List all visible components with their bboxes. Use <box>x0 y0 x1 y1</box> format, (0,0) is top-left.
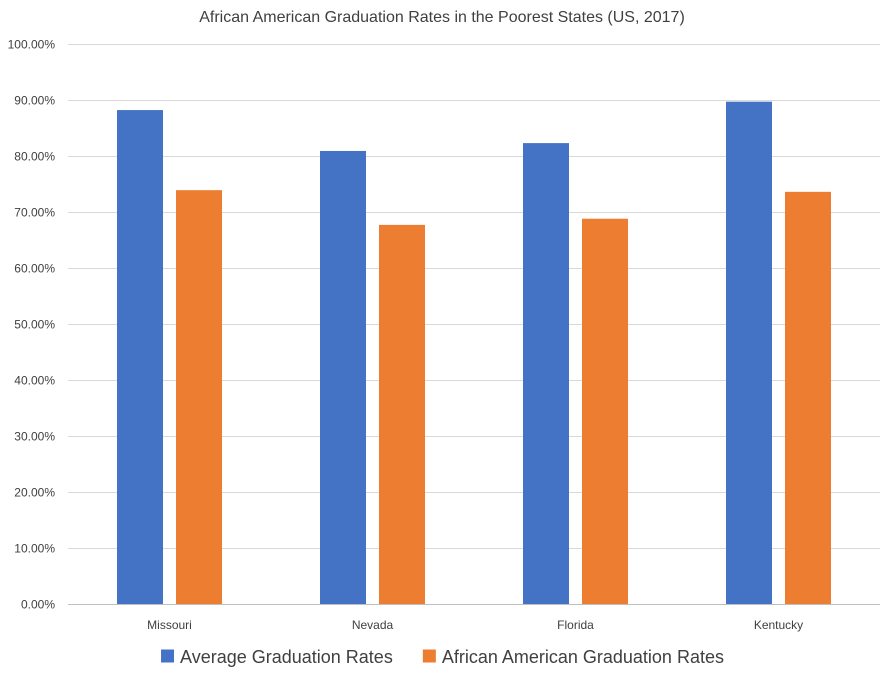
bar-nevada-series-2 <box>379 224 425 604</box>
y-tick-label: 30.00% <box>14 430 55 444</box>
y-tick-label: 90.00% <box>14 94 55 108</box>
y-tick-label: 0.00% <box>21 598 55 612</box>
x-category-label: Kentucky <box>754 618 803 632</box>
legend-swatch <box>161 649 175 663</box>
y-tick-label: 20.00% <box>14 486 55 500</box>
y-tick-label: 80.00% <box>14 150 55 164</box>
bar-kentucky-series-1 <box>726 101 772 605</box>
bars <box>117 101 831 605</box>
legend-label: African American Graduation Rates <box>442 647 724 667</box>
chart-title: African American Graduation Rates in the… <box>199 9 685 26</box>
x-axis-category-labels: Missouri Nevada Florida Kentucky <box>147 618 803 632</box>
x-category-label: Florida <box>557 618 594 632</box>
y-tick-label: 100.00% <box>8 38 56 52</box>
bar-missouri-series-2 <box>176 190 222 604</box>
bar-nevada-series-1 <box>320 150 366 604</box>
y-tick-label: 60.00% <box>14 262 55 276</box>
x-category-label: Missouri <box>147 618 192 632</box>
y-tick-label: 70.00% <box>14 206 55 220</box>
y-tick-label: 10.00% <box>14 542 55 556</box>
x-category-label: Nevada <box>352 618 394 632</box>
bar-florida-series-1 <box>523 143 569 604</box>
y-axis-tick-labels: 0.00% 10.00% 20.00% 30.00% 40.00% 50.00% 60.00… <box>8 38 56 612</box>
legend-swatch <box>422 649 436 663</box>
legend: Average Graduation Rates African American… <box>161 647 724 667</box>
bar-missouri-series-1 <box>117 110 163 604</box>
bar-kentucky-series-2 <box>785 191 831 604</box>
y-tick-label: 40.00% <box>14 374 55 388</box>
legend-label: Average Graduation Rates <box>180 647 393 667</box>
bar-florida-series-2 <box>582 218 628 604</box>
y-tick-label: 50.00% <box>14 318 55 332</box>
